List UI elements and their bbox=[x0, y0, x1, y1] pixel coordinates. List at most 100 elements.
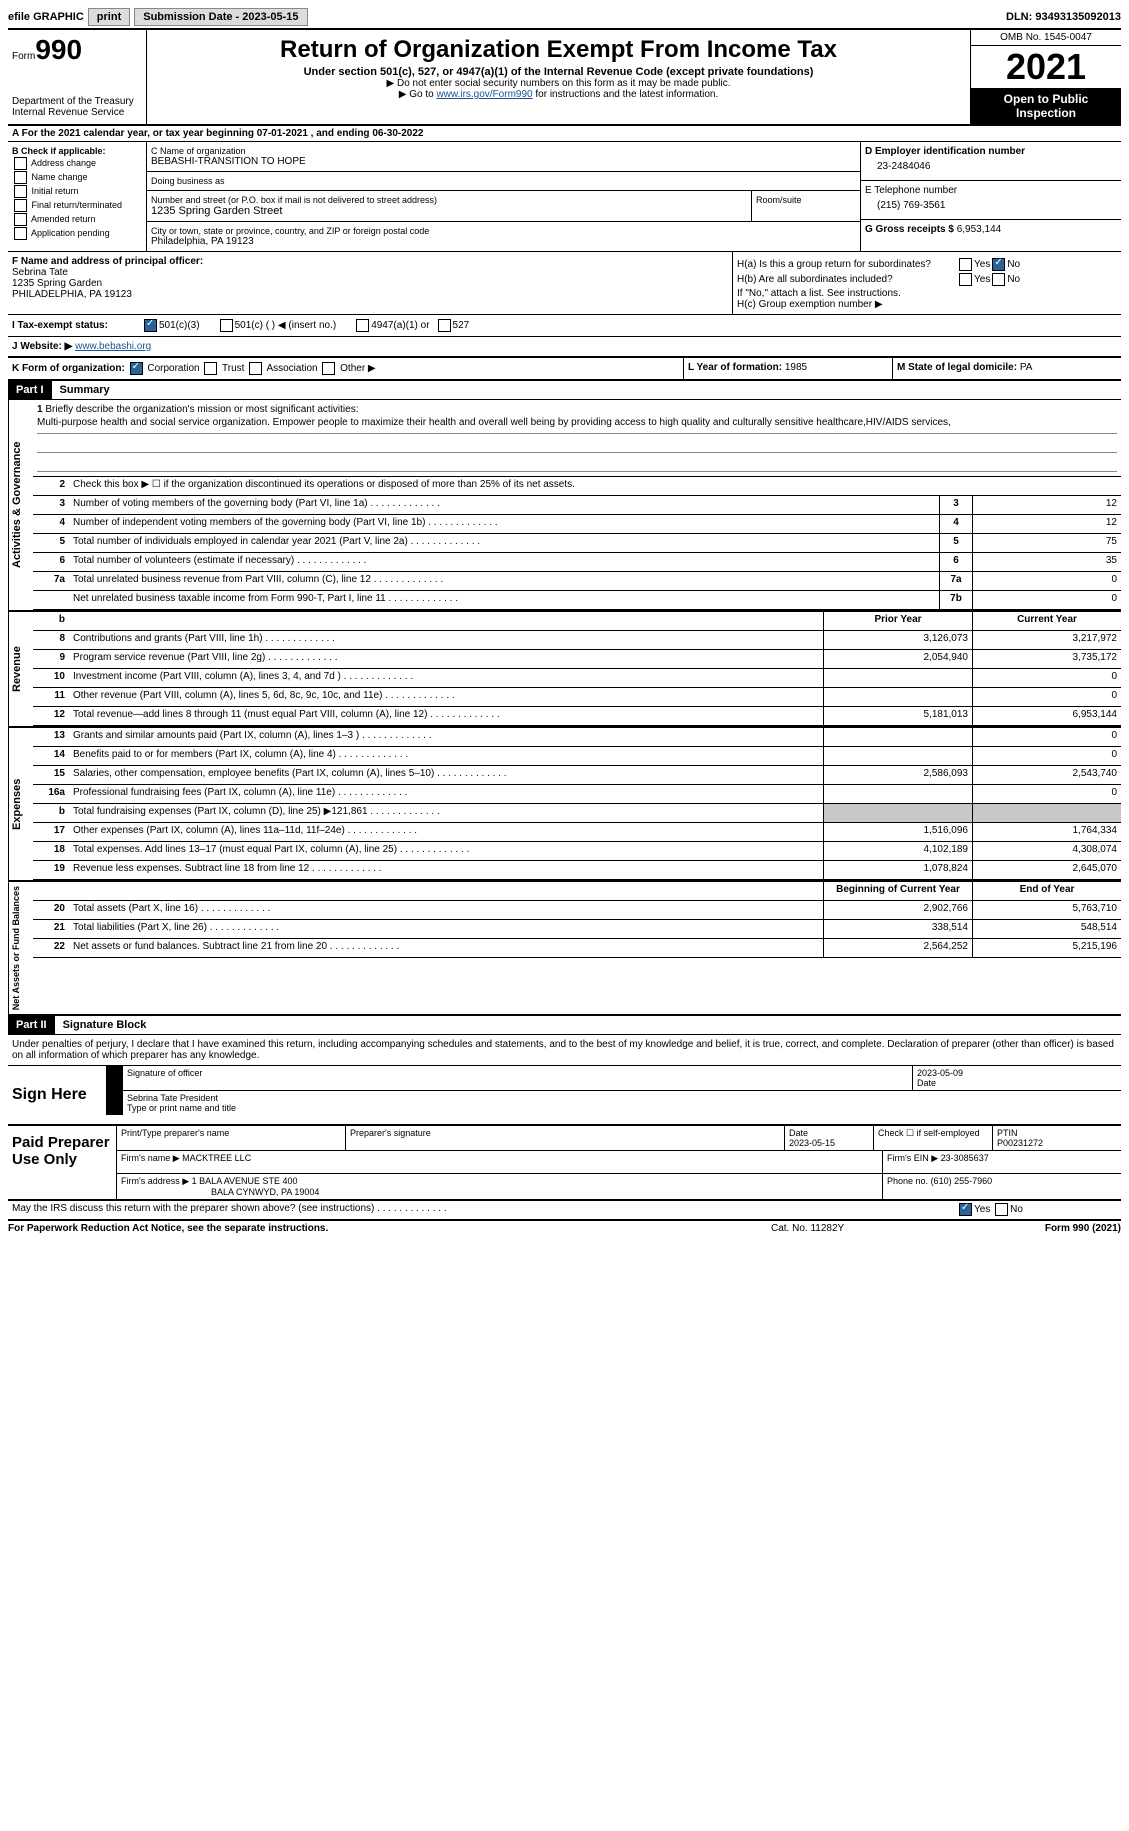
hb-label: H(b) Are all subordinates included? bbox=[737, 274, 957, 285]
hb-note: If "No," attach a list. See instructions… bbox=[737, 288, 1117, 299]
line-k: K Form of organization: Corporation Trus… bbox=[8, 358, 684, 379]
table-row: 5 Total number of individuals employed i… bbox=[33, 534, 1121, 553]
table-row: 18 Total expenses. Add lines 13–17 (must… bbox=[33, 842, 1121, 861]
footer-left: For Paperwork Reduction Act Notice, see … bbox=[8, 1223, 771, 1234]
city-label: City or town, state or province, country… bbox=[151, 226, 856, 236]
table-row: 12 Total revenue—add lines 8 through 11 … bbox=[33, 707, 1121, 726]
hb-row: H(b) Are all subordinates included? Yes … bbox=[737, 273, 1117, 286]
discuss-yes[interactable] bbox=[959, 1203, 972, 1216]
arrow-icon bbox=[106, 1066, 122, 1090]
ein-value: 23-2484046 bbox=[865, 157, 1117, 176]
street-label: Number and street (or P.O. box if mail i… bbox=[151, 195, 747, 205]
cb-final[interactable]: Final return/terminated bbox=[12, 199, 142, 212]
cb-initial[interactable]: Initial return bbox=[12, 185, 142, 198]
street-row: Number and street (or P.O. box if mail i… bbox=[147, 191, 860, 222]
gross-value: 6,953,144 bbox=[957, 224, 1002, 235]
website-row: J Website: ▶ www.bebashi.org bbox=[8, 337, 1121, 358]
table-row: 22 Net assets or fund balances. Subtract… bbox=[33, 939, 1121, 958]
dept-treasury: Department of the Treasury bbox=[12, 96, 142, 107]
section-c: C Name of organization BEBASHI-TRANSITIO… bbox=[147, 142, 860, 251]
cb-assoc[interactable] bbox=[249, 362, 262, 375]
cb-corp[interactable] bbox=[130, 362, 143, 375]
gross-row: G Gross receipts $ 6,953,144 bbox=[861, 220, 1121, 239]
ha-row: H(a) Is this a group return for subordin… bbox=[737, 258, 1117, 271]
cb-amended[interactable]: Amended return bbox=[12, 213, 142, 226]
org-name: BEBASHI-TRANSITION TO HOPE bbox=[151, 156, 856, 167]
expenses-section: Expenses 13 Grants and similar amounts p… bbox=[8, 728, 1121, 882]
efile-label: efile GRAPHIC bbox=[8, 11, 84, 23]
form-header: Form990 Department of the Treasury Inter… bbox=[8, 30, 1121, 126]
footer-right: Form 990 (2021) bbox=[971, 1223, 1121, 1234]
website-link[interactable]: www.bebashi.org bbox=[75, 341, 151, 352]
section-d: D Employer identification number 23-2484… bbox=[860, 142, 1121, 251]
hc-label: H(c) Group exemption number ▶ bbox=[737, 299, 1117, 310]
paid-row2: Firm's name ▶ MACKTREE LLC Firm's EIN ▶ … bbox=[116, 1151, 1121, 1174]
table-row: 11 Other revenue (Part VIII, column (A),… bbox=[33, 688, 1121, 707]
header-left: Form990 Department of the Treasury Inter… bbox=[8, 30, 147, 124]
hb-no[interactable] bbox=[992, 273, 1005, 286]
cb-trust[interactable] bbox=[204, 362, 217, 375]
city-value: Philadelphia, PA 19123 bbox=[151, 236, 856, 247]
revenue-section: Revenue b Prior Year Current Year 8 Cont… bbox=[8, 612, 1121, 728]
street-value: 1235 Spring Garden Street bbox=[151, 205, 747, 217]
table-row: 16a Professional fundraising fees (Part … bbox=[33, 785, 1121, 804]
f-label: F Name and address of principal officer: bbox=[12, 256, 728, 267]
cb-other[interactable] bbox=[322, 362, 335, 375]
note-goto: ▶ Go to www.irs.gov/Form990 for instruct… bbox=[151, 89, 966, 100]
section-h: H(a) Is this a group return for subordin… bbox=[733, 252, 1121, 314]
cb-527[interactable] bbox=[438, 319, 451, 332]
form-org-row: K Form of organization: Corporation Trus… bbox=[8, 358, 1121, 381]
part2-label: Part II bbox=[8, 1016, 55, 1034]
paid-date: Date2023-05-15 bbox=[784, 1126, 873, 1150]
vert-ag: Activities & Governance bbox=[8, 400, 33, 610]
ptin-cell: PTINP00231272 bbox=[992, 1126, 1121, 1150]
table-row: 6 Total number of volunteers (estimate i… bbox=[33, 553, 1121, 572]
hb-yes[interactable] bbox=[959, 273, 972, 286]
vert-revenue: Revenue bbox=[8, 612, 33, 726]
cb-4947[interactable] bbox=[356, 319, 369, 332]
sign-here-label: Sign Here bbox=[8, 1066, 106, 1124]
ein-label: D Employer identification number bbox=[865, 146, 1117, 157]
expenses-content: 13 Grants and similar amounts paid (Part… bbox=[33, 728, 1121, 880]
sign-right: Signature of officer 2023-05-09 Date Seb… bbox=[106, 1066, 1121, 1124]
officer-name: Sebrina Tate bbox=[12, 267, 728, 278]
sig-date: 2023-05-09 Date bbox=[912, 1066, 1121, 1090]
paid-preparer-section: Paid Preparer Use Only Print/Type prepar… bbox=[8, 1126, 1121, 1201]
part2-header: Part II Signature Block bbox=[8, 1016, 1121, 1035]
irs-link[interactable]: www.irs.gov/Form990 bbox=[436, 89, 532, 100]
phone-label: E Telephone number bbox=[865, 185, 1117, 196]
vert-expenses: Expenses bbox=[8, 728, 33, 880]
cb-501c3[interactable] bbox=[144, 319, 157, 332]
discuss-no[interactable] bbox=[995, 1203, 1008, 1216]
note-ssn: ▶ Do not enter social security numbers o… bbox=[151, 78, 966, 89]
irs-label: Internal Revenue Service bbox=[12, 107, 142, 118]
section-f: F Name and address of principal officer:… bbox=[8, 252, 733, 314]
ein-row: D Employer identification number 23-2484… bbox=[861, 142, 1121, 181]
cb-501c[interactable] bbox=[220, 319, 233, 332]
ha-no[interactable] bbox=[992, 258, 1005, 271]
prior-year-header: Prior Year bbox=[823, 612, 972, 630]
print-button[interactable]: print bbox=[88, 8, 130, 26]
ha-yes[interactable] bbox=[959, 258, 972, 271]
header-center: Return of Organization Exempt From Incom… bbox=[147, 30, 970, 124]
cb-name[interactable]: Name change bbox=[12, 171, 142, 184]
name-title-cell: Sebrina Tate President Type or print nam… bbox=[122, 1091, 1121, 1115]
begin-year-header: Beginning of Current Year bbox=[823, 882, 972, 900]
na-content: Beginning of Current Year End of Year 20… bbox=[33, 882, 1121, 1014]
sign-section: Sign Here Signature of officer 2023-05-0… bbox=[8, 1066, 1121, 1126]
room-label: Room/suite bbox=[752, 191, 860, 221]
phone-value: (215) 769-3561 bbox=[865, 196, 1117, 215]
table-row: 15 Salaries, other compensation, employe… bbox=[33, 766, 1121, 785]
table-row: 3 Number of voting members of the govern… bbox=[33, 496, 1121, 515]
table-row: 7a Total unrelated business revenue from… bbox=[33, 572, 1121, 591]
name-label: C Name of organization bbox=[151, 146, 856, 156]
form-title: Return of Organization Exempt From Incom… bbox=[151, 36, 966, 64]
firm-addr: Firm's address ▶ 1 BALA AVENUE STE 400 B… bbox=[116, 1174, 882, 1199]
part1-header: Part I Summary bbox=[8, 381, 1121, 400]
table-row: 10 Investment income (Part VIII, column … bbox=[33, 669, 1121, 688]
footer-center: Cat. No. 11282Y bbox=[771, 1223, 971, 1234]
cb-pending[interactable]: Application pending bbox=[12, 227, 142, 240]
cb-address[interactable]: Address change bbox=[12, 157, 142, 170]
line-m: M State of legal domicile: PA bbox=[893, 358, 1121, 379]
table-row: 20 Total assets (Part X, line 16) 2,902,… bbox=[33, 901, 1121, 920]
